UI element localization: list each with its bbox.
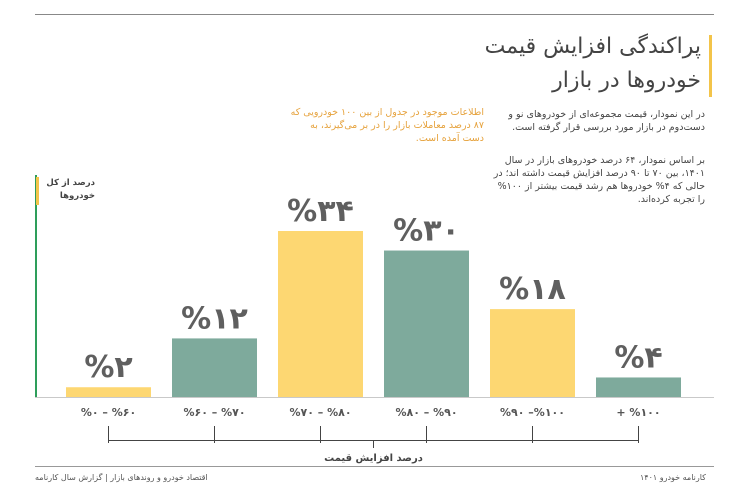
bar xyxy=(490,309,575,397)
page-title-line1: پراکندگی افزایش قیمت xyxy=(484,34,701,59)
page-title-line2: خودروها در بازار xyxy=(552,68,701,93)
x-tick-label: %۶۰ – %۷۰ xyxy=(183,406,245,419)
y-axis-label: درصد از کل خودروها xyxy=(46,178,95,201)
bar-value-label: %۱۸ xyxy=(499,272,566,307)
y-axis-line xyxy=(35,175,37,397)
bar-value-label: %۳۴ xyxy=(287,194,354,229)
x-tick-label: %۷۰ – %۸۰ xyxy=(289,406,351,419)
bar xyxy=(596,377,681,397)
x-tick-label: + %۱۰۰ xyxy=(616,406,660,419)
bar-value-label: %۱۲ xyxy=(181,301,248,336)
description-paragraph-1: در این نمودار، قیمت مجموعه‌ای از خودروها… xyxy=(508,109,705,133)
bar xyxy=(384,250,469,397)
x-tick-label: %۸۰ – %۹۰ xyxy=(395,406,457,419)
top-rule xyxy=(35,14,714,15)
footer-right-text: کارنامه خودرو ۱۴۰۱ xyxy=(640,473,706,482)
x-tick-label: %۹۰ –%۱۰۰ xyxy=(500,406,565,419)
ylabel-accent-bar xyxy=(36,177,39,205)
bar-value-label: %۲ xyxy=(84,350,132,385)
bar-value-label: %۴ xyxy=(614,340,662,375)
bar-value-label: %۳۰ xyxy=(393,214,460,249)
x-tick-label: %۰ – %۶۰ xyxy=(81,406,136,419)
footer-left-text: اقتصاد خودرو و روندهای بازار | گزارش سال… xyxy=(35,473,208,482)
bar xyxy=(278,231,363,397)
x-axis-label: درصد افزایش قیمت xyxy=(324,453,423,464)
bar xyxy=(172,338,257,397)
footer-rule xyxy=(35,466,714,467)
bar xyxy=(66,387,151,397)
description-paragraph-2: بر اساس نمودار، ۶۴ درصد خودروهای بازار د… xyxy=(493,155,705,205)
title-accent-bar xyxy=(709,35,712,97)
source-note: اطلاعات موجود در جدول از بین ۱۰۰ خودرویی… xyxy=(290,107,484,144)
